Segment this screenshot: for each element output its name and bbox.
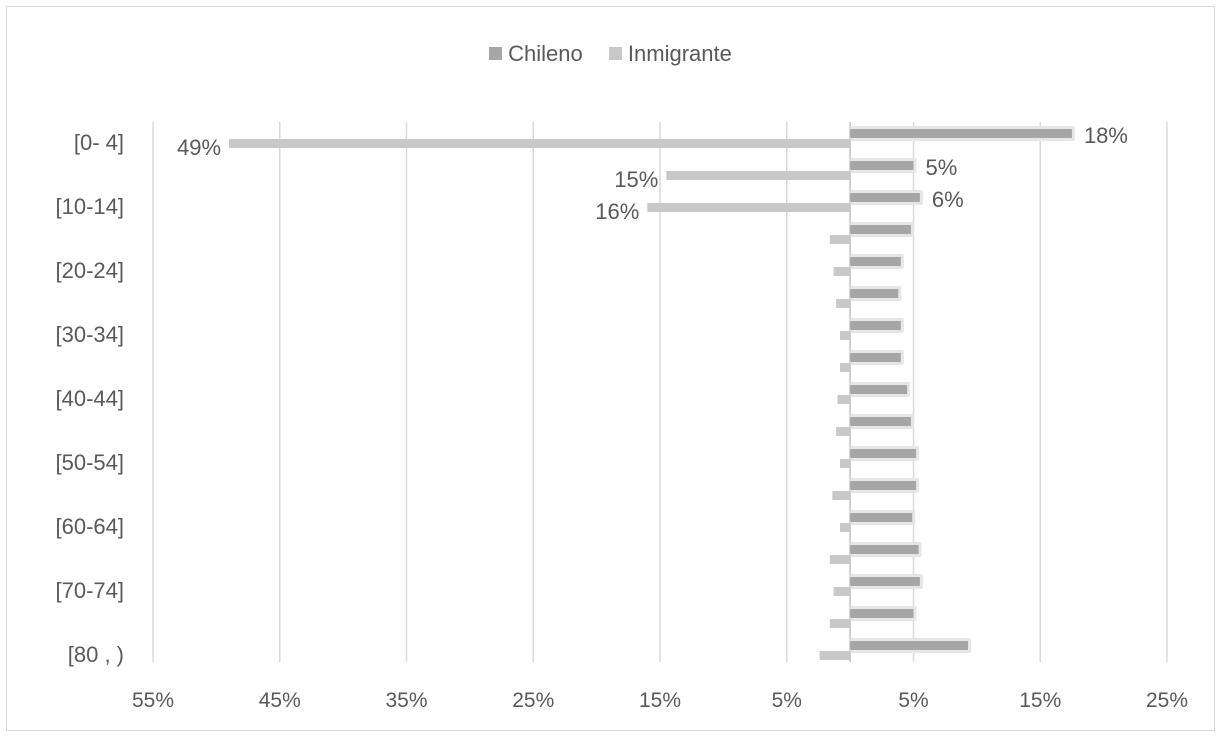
bar-inmigrante [837,395,851,404]
bar-chileno [850,193,920,202]
x-tick-label: 45% [259,689,301,712]
bar-chileno [850,353,901,362]
bar-inmigrante [829,235,851,244]
x-tick-label: 5% [772,689,802,712]
bar-inmigrante [647,203,851,212]
bar-chileno [850,545,919,554]
bar-inmigrante [833,267,851,276]
x-tick-label: 15% [639,689,681,712]
x-tick-label: 35% [385,689,427,712]
bar-inmigrante [839,523,851,532]
bar-chileno [850,321,901,330]
bar-inmigrante [829,555,851,564]
bars [229,126,1075,660]
data-label-chileno: 5% [926,155,958,180]
category-label: [10-14] [56,194,125,219]
bar-chileno [850,417,911,426]
x-tick-label: 15% [1019,689,1061,712]
data-label-chileno: 18% [1084,123,1128,148]
bar-inmigrante [229,139,851,148]
data-label-inmigrante: 15% [614,167,658,192]
x-tick-label: 25% [1146,689,1188,712]
bar-inmigrante [836,427,851,436]
bar-chileno [850,289,899,298]
bar-chileno [850,641,969,650]
bar-chileno [850,449,917,458]
data-label-inmigrante: 49% [177,135,221,160]
bar-chileno [850,225,911,234]
legend-item-inmigrante: Inmigrante [608,40,732,67]
bar-inmigrante [829,619,851,628]
bar-chileno [850,577,920,586]
bar-inmigrante [833,587,851,596]
bar-inmigrante [832,491,851,500]
category-label: [60-64] [56,514,125,539]
bar-inmigrante [839,459,851,468]
bar-chileno [850,609,914,618]
category-label: [50-54] [56,450,125,475]
legend-swatch-chileno [489,47,503,60]
x-tick-label: 25% [512,689,554,712]
bar-chileno [850,129,1072,138]
bar-inmigrante [839,363,851,372]
category-label: [0- 4] [74,130,124,155]
x-tick-label: 55% [132,689,174,712]
data-label-inmigrante: 16% [595,199,639,224]
bar-inmigrante [819,651,851,660]
bar-inmigrante [839,331,851,340]
legend-label-chileno: Chileno [508,40,583,66]
bar-inmigrante [836,299,851,308]
legend-label-inmigrante: Inmigrante [627,40,732,66]
category-label: [20-24] [56,258,125,283]
category-label: [30-34] [56,322,125,347]
bar-chileno [850,385,908,394]
legend-item-chileno: Chileno [489,41,583,67]
bar-inmigrante [666,171,851,180]
labels: 55% 45% 35% 25% 15% 5% 5% 15% 25% [0- 4] [10-14] [2… [56,123,1189,712]
category-label: [40-44] [56,386,125,411]
legend-swatch-inmigrante [608,47,622,60]
data-label-chileno: 6% [932,187,964,212]
bar-chileno [850,481,917,490]
chart-legend: Chileno Inmigrante [0,40,1221,67]
bar-chileno [850,257,901,266]
bar-chileno [850,161,914,170]
x-tick-label: 5% [898,689,928,712]
category-label: [70-74] [56,578,125,603]
category-label: [80 , ) [68,642,124,667]
bar-chileno [850,513,913,522]
